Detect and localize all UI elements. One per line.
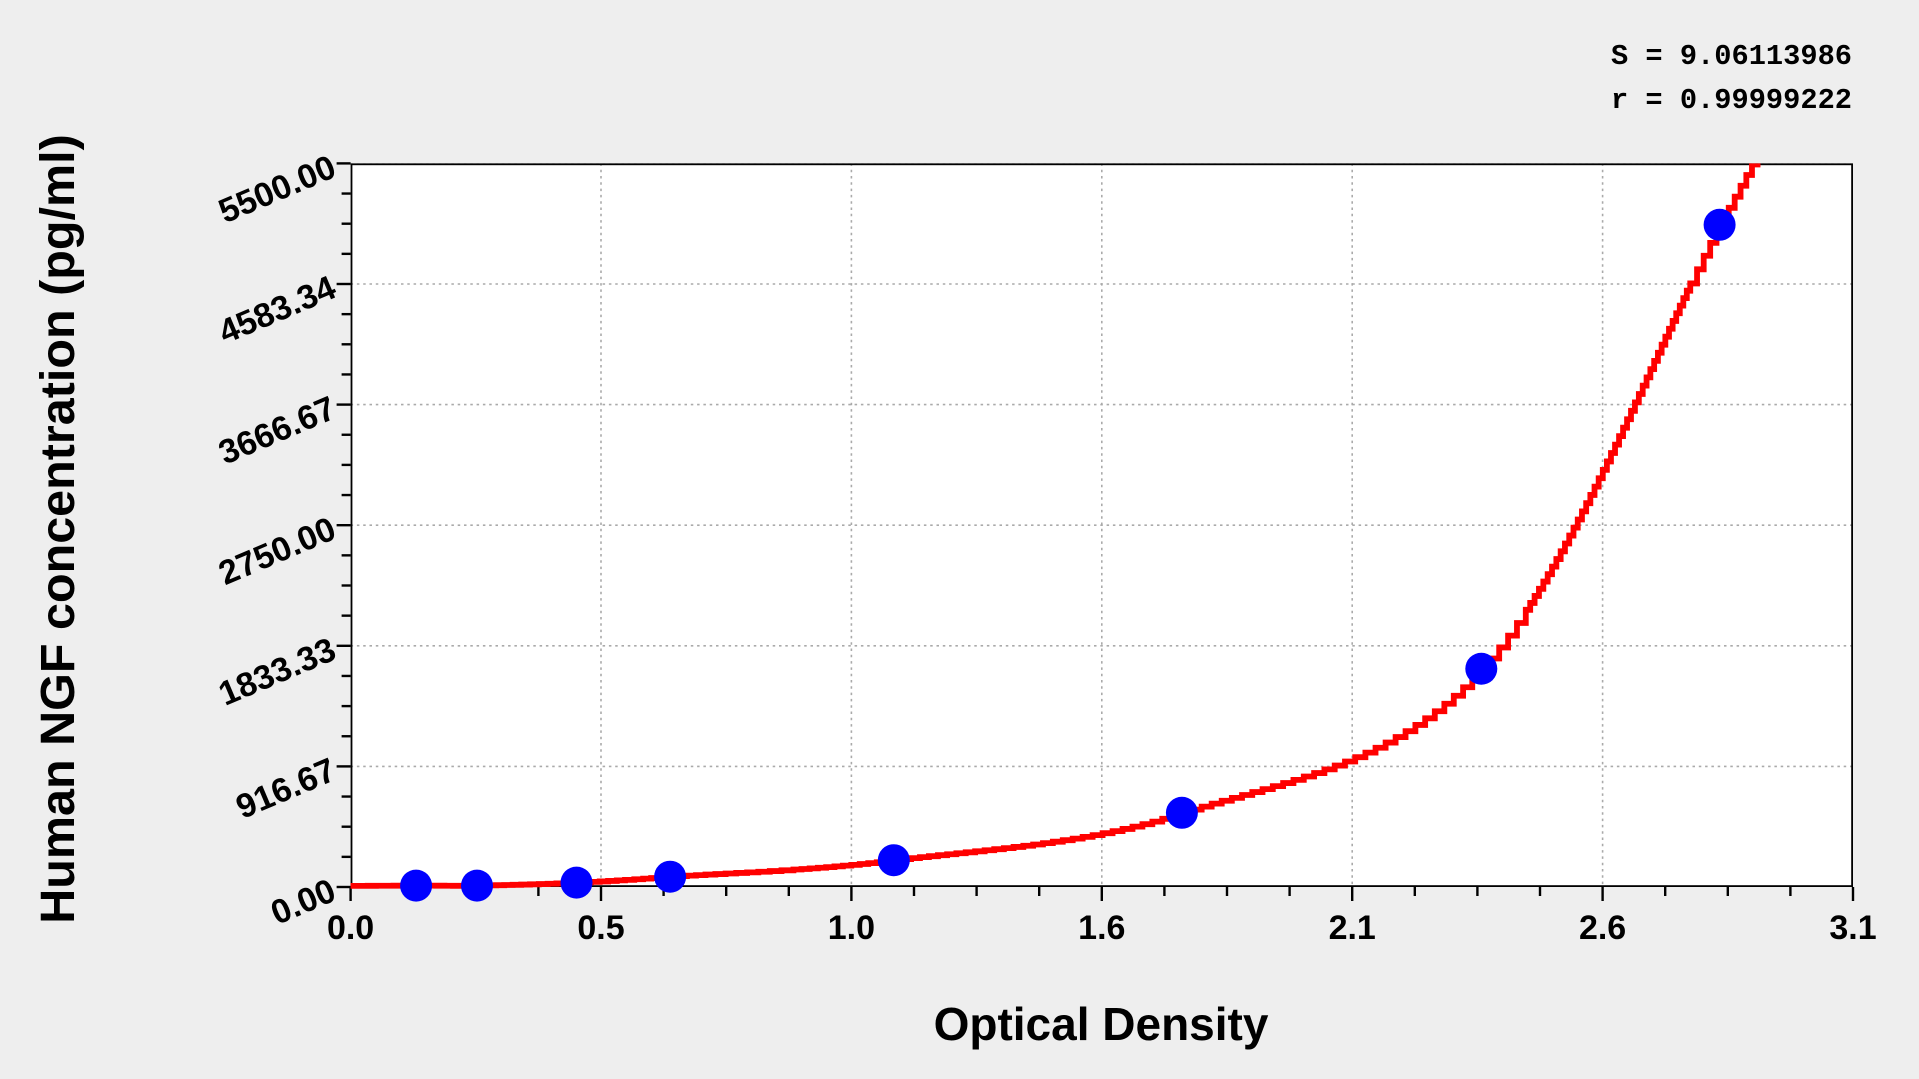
svg-text:3.1: 3.1 <box>1829 909 1876 947</box>
svg-text:Optical Density: Optical Density <box>934 998 1269 1050</box>
svg-text:1.0: 1.0 <box>828 909 875 947</box>
svg-text:0.5: 0.5 <box>577 909 624 947</box>
svg-text:r = 0.99999222: r = 0.99999222 <box>1611 84 1852 117</box>
svg-text:1.6: 1.6 <box>1078 909 1125 947</box>
svg-text:Human NGF concentration (pg/ml: Human NGF concentration (pg/ml) <box>31 134 85 923</box>
svg-text:S = 9.06113986: S = 9.06113986 <box>1611 40 1852 73</box>
svg-text:2.1: 2.1 <box>1329 909 1376 947</box>
svg-text:2.6: 2.6 <box>1579 909 1626 947</box>
svg-text:0.0: 0.0 <box>327 909 374 947</box>
